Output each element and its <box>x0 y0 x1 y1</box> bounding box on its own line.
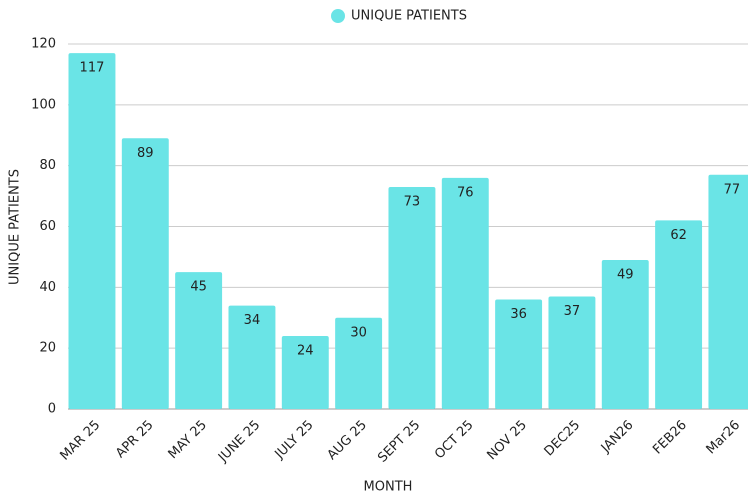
x-tick-label: AUG 25 <box>325 418 370 463</box>
bar <box>388 186 436 409</box>
data-label: 45 <box>190 280 207 295</box>
bar <box>655 220 703 409</box>
legend-label: UNIQUE PATIENTS <box>351 9 467 24</box>
x-tick-label: SEPT 25 <box>375 418 423 466</box>
y-tick-label: 80 <box>39 158 56 173</box>
data-label: 89 <box>137 146 154 161</box>
bar <box>495 299 543 409</box>
data-label: 37 <box>564 304 581 319</box>
data-label: 49 <box>617 267 634 282</box>
y-tick-label: 0 <box>48 402 56 417</box>
y-tick-label: 120 <box>31 37 56 52</box>
data-label: 117 <box>80 61 105 76</box>
x-tick-label: JULY 25 <box>272 418 317 463</box>
bar <box>121 138 169 409</box>
x-tick-label: OCT 25 <box>432 418 477 463</box>
bar <box>175 272 223 409</box>
data-label: 30 <box>350 325 367 340</box>
y-tick-label: 60 <box>39 219 56 234</box>
y-tick-label: 100 <box>31 97 56 112</box>
x-tick-label: FEB26 <box>650 418 690 458</box>
bar <box>68 53 116 409</box>
bar <box>281 336 329 409</box>
data-label: 62 <box>670 228 687 243</box>
x-axis-label: MONTH <box>364 480 413 495</box>
x-tick-label: JUNE 25 <box>215 418 263 466</box>
data-label: 76 <box>457 185 474 200</box>
data-label: 73 <box>404 194 421 209</box>
x-tick-label: NOV 25 <box>484 418 529 463</box>
bar <box>708 174 748 409</box>
bar <box>548 296 596 409</box>
x-tick-label: MAR 25 <box>57 418 103 464</box>
data-label: 34 <box>244 313 261 328</box>
data-label: 77 <box>724 182 741 197</box>
bar <box>441 177 489 409</box>
bar <box>228 305 276 409</box>
x-tick-label: APR 25 <box>113 418 156 461</box>
x-tick-label: JAN26 <box>598 418 637 457</box>
bar <box>335 317 383 409</box>
y-tick-label: 20 <box>39 341 56 356</box>
y-tick-label: 40 <box>39 280 56 295</box>
x-tick-label: Mar26 <box>704 418 744 458</box>
y-axis-label: UNIQUE PATIENTS <box>8 169 23 285</box>
legend-swatch <box>331 9 345 23</box>
x-tick-label: DEC25 <box>542 418 584 460</box>
bar <box>601 259 649 409</box>
data-label: 24 <box>297 344 314 359</box>
data-label: 36 <box>510 307 527 322</box>
x-tick-label: MAY 25 <box>166 418 210 462</box>
